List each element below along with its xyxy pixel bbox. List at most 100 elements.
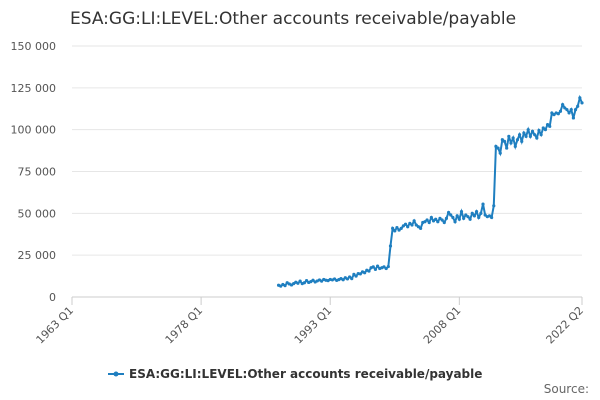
data-point: [279, 284, 283, 288]
data-point: [509, 141, 513, 145]
data-point: [487, 214, 492, 218]
data-point: [552, 113, 556, 117]
data-point: [446, 210, 451, 215]
data-point: [453, 220, 457, 224]
data-point: [494, 144, 498, 148]
data-point: [537, 128, 541, 133]
data-point: [565, 107, 569, 112]
data-point: [530, 129, 535, 133]
data-point: [386, 264, 390, 269]
data-point: [410, 223, 414, 227]
data-point: [382, 265, 386, 269]
data-point: [507, 134, 511, 138]
data-point: [576, 104, 580, 108]
x-tick-label: 2022 Q2: [544, 304, 587, 347]
data-point: [470, 211, 474, 215]
series-line: [278, 94, 583, 288]
data-point: [444, 216, 449, 220]
data-point: [384, 266, 388, 271]
data-point: [375, 264, 380, 268]
data-point: [399, 226, 403, 230]
data-point: [393, 229, 397, 233]
data-point: [541, 126, 545, 130]
data-point: [367, 269, 371, 273]
data-point: [580, 101, 584, 105]
data-point: [371, 265, 375, 269]
data-point: [302, 281, 307, 285]
data-point: [515, 138, 520, 142]
data-point: [543, 128, 548, 132]
data-point: [347, 275, 352, 279]
data-point: [483, 213, 487, 217]
data-point: [545, 123, 550, 127]
data-point: [500, 138, 504, 142]
data-point: [556, 112, 560, 116]
data-point: [505, 146, 509, 150]
data-point: [401, 224, 405, 228]
data-point: [304, 279, 309, 283]
data-point: [406, 225, 410, 229]
data-point: [496, 146, 500, 150]
data-point: [320, 279, 324, 283]
y-tick-label: 125 000: [11, 82, 57, 95]
data-point: [408, 221, 412, 225]
legend-label: ESA:GG:LI:LEVEL:Other accounts receivabl…: [129, 367, 482, 381]
y-tick-label: 100 000: [11, 124, 57, 137]
data-point: [558, 109, 563, 113]
data-point: [423, 220, 427, 224]
data-point: [434, 217, 438, 221]
data-point: [517, 133, 522, 137]
data-point: [429, 215, 433, 220]
data-point: [502, 139, 507, 143]
data-point: [345, 277, 350, 281]
data-point: [569, 107, 573, 112]
legend-marker: [113, 371, 119, 377]
x-tick-label: 1993 Q1: [292, 304, 335, 347]
data-point: [311, 278, 315, 282]
data-point: [466, 215, 470, 219]
data-point: [358, 272, 362, 276]
data-point: [414, 223, 418, 227]
data-point: [298, 279, 302, 283]
data-point: [363, 271, 367, 275]
data-point: [524, 134, 528, 138]
data-point: [563, 106, 567, 110]
data-point: [492, 204, 496, 208]
data-point: [352, 272, 356, 277]
data-point: [548, 124, 552, 128]
data-point: [395, 225, 399, 230]
data-point: [354, 274, 358, 278]
data-point: [479, 211, 483, 215]
y-tick-label: 0: [49, 291, 56, 304]
data-point: [457, 217, 461, 221]
x-tick-label: 1963 Q1: [34, 304, 77, 347]
data-point: [533, 133, 537, 137]
y-tick-label: 75 000: [18, 166, 57, 179]
data-point: [431, 219, 436, 223]
data-point: [528, 134, 532, 138]
data-point: [571, 116, 575, 120]
chart-title: ESA:GG:LI:LEVEL:Other accounts receivabl…: [70, 9, 516, 29]
data-point: [350, 276, 354, 281]
data-point: [535, 136, 539, 140]
data-point: [567, 111, 571, 115]
data-point: [459, 210, 464, 214]
data-point: [462, 216, 466, 220]
data-point: [436, 220, 440, 224]
data-point: [539, 133, 543, 137]
data-point: [341, 278, 345, 282]
source: Source:: [544, 382, 589, 396]
data-point: [472, 214, 477, 218]
x-tick-label: 2008 Q1: [421, 304, 464, 347]
data-point: [464, 213, 468, 217]
data-point: [490, 215, 494, 220]
data-point: [391, 226, 395, 230]
data-point: [438, 216, 442, 220]
data-point: [416, 225, 421, 229]
data-point: [477, 215, 481, 220]
data-point: [561, 102, 565, 107]
data-point: [388, 244, 393, 248]
data-point: [468, 217, 472, 221]
data-point: [578, 96, 582, 100]
